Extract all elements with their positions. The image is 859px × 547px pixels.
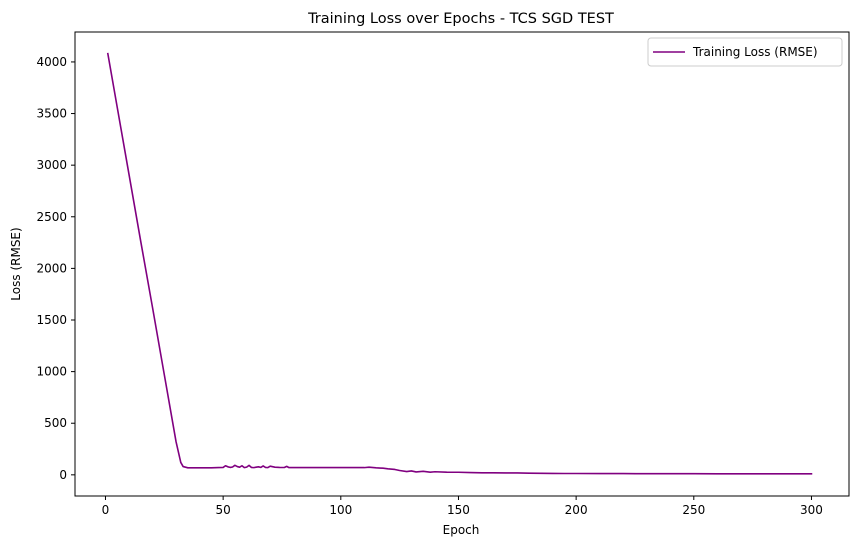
plot-area — [106, 52, 813, 475]
x-tick-label: 300 — [800, 503, 823, 517]
x-tick-label: 250 — [682, 503, 705, 517]
y-tick-label: 3000 — [36, 158, 67, 172]
y-tick-label: 2500 — [36, 210, 67, 224]
x-tick-label: 0 — [102, 503, 110, 517]
series-line-training-loss — [106, 52, 813, 475]
chart-title: Training Loss over Epochs - TCS SGD TEST — [307, 11, 614, 27]
y-tick-label: 500 — [44, 416, 67, 430]
y-tick-label: 1500 — [36, 313, 67, 327]
legend: Training Loss (RMSE) — [647, 37, 843, 67]
y-tick-label: 3500 — [36, 107, 67, 121]
x-axis-title: Epoch — [443, 523, 480, 537]
y-tick-label: 4000 — [36, 55, 67, 69]
x-tick-label: 50 — [215, 503, 230, 517]
x-tick-label: 200 — [565, 503, 588, 517]
y-axis-title: Loss (RMSE) — [9, 227, 23, 300]
y-tick-label: 1000 — [36, 365, 67, 379]
axis-ticks: 0 50 100 150 200 250 3000500100015002000250030… — [36, 55, 822, 517]
legend-label: Training Loss (RMSE) — [692, 45, 818, 59]
legend-box — [647, 37, 843, 67]
y-tick-label: 0 — [59, 468, 67, 482]
plot-frame — [74, 31, 850, 497]
y-tick-label: 2000 — [36, 261, 67, 275]
x-tick-label: 150 — [447, 503, 470, 517]
x-tick-label: 100 — [329, 503, 352, 517]
